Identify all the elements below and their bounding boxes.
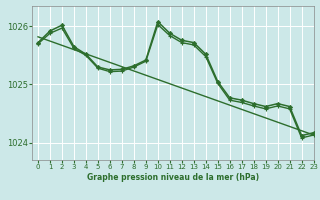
X-axis label: Graphe pression niveau de la mer (hPa): Graphe pression niveau de la mer (hPa) [87,173,259,182]
